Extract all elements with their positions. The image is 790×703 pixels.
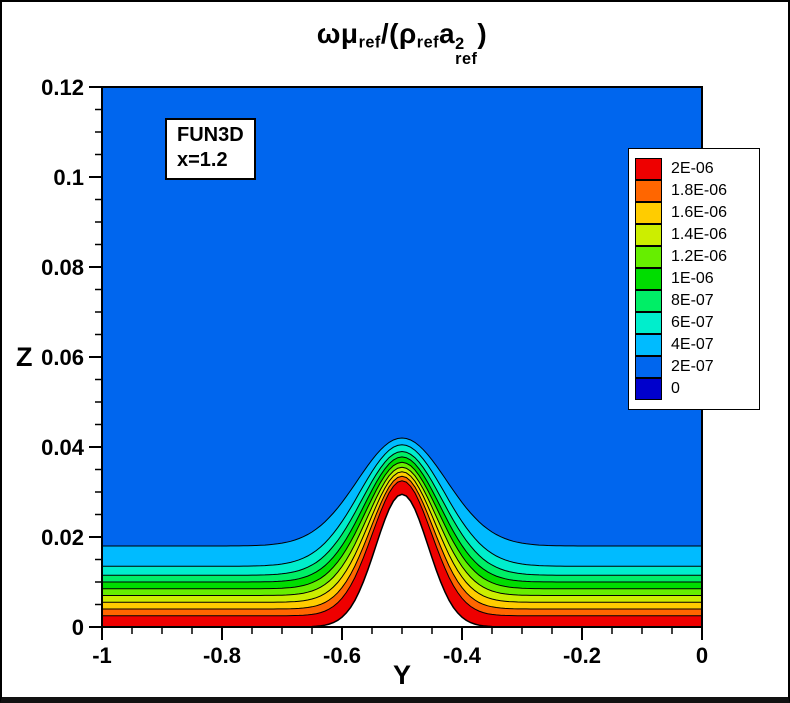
y-tick-label: 0.02 xyxy=(41,525,84,550)
contour-line-1.8E-06 xyxy=(102,475,702,610)
y-tick-label: 0.04 xyxy=(41,435,85,460)
contour-line-1.2E-06 xyxy=(102,461,702,590)
legend-swatch xyxy=(635,245,662,268)
legend-swatch xyxy=(635,333,662,356)
legend-swatch xyxy=(635,289,662,312)
legend-row: 0 xyxy=(635,377,753,400)
y-tick-label: 0.06 xyxy=(41,345,84,370)
contour-field xyxy=(102,87,702,627)
x-tick-label: -0.8 xyxy=(203,643,241,668)
contour-line-1E-06 xyxy=(102,456,702,583)
legend-swatch xyxy=(635,201,662,224)
x-axis-label: Y xyxy=(392,660,411,690)
legend-label: 1.2E-06 xyxy=(671,248,728,265)
title-a: a xyxy=(439,18,456,49)
legend-label: 1E-06 xyxy=(671,270,714,287)
y-tick-label: 0 xyxy=(72,615,84,640)
contour-line-1.6E-06 xyxy=(102,471,702,603)
contour-line-4E-07 xyxy=(102,437,702,547)
legend-swatch xyxy=(635,355,662,378)
legend-row: 2E-07 xyxy=(635,355,753,378)
legend-label: 1.6E-06 xyxy=(671,204,728,221)
contour-line-1.4E-06 xyxy=(102,466,702,596)
legend-row: 1E-06 xyxy=(635,267,753,290)
x-tick-label: -0.6 xyxy=(323,643,361,668)
legend-swatch xyxy=(635,179,662,202)
title-close-paren: ) xyxy=(477,18,488,49)
annotation-code-name: FUN3D xyxy=(177,124,244,146)
legend-label: 8E-07 xyxy=(671,292,714,309)
legend-row: 6E-07 xyxy=(635,311,753,334)
legend-label: 1.4E-06 xyxy=(671,226,728,243)
title-sup-2: 2 xyxy=(455,34,465,53)
y-tick-label: 0.08 xyxy=(41,255,84,280)
bump-outline xyxy=(102,493,702,627)
legend-row: 1.2E-06 xyxy=(635,245,753,268)
legend-label: 0 xyxy=(671,380,680,397)
title-sub-ref-1: ref xyxy=(358,33,381,52)
legend-label: 2E-07 xyxy=(671,358,714,375)
contour-line-2E-06 xyxy=(102,480,702,617)
legend-row: 2E-06 xyxy=(635,157,753,180)
x-tick-label: -0.4 xyxy=(443,643,482,668)
legend-row: 8E-07 xyxy=(635,289,753,312)
legend-label: 6E-07 xyxy=(671,314,714,331)
y-tick-label: 0.12 xyxy=(41,75,84,100)
title-a-ref-squared: 2 ref xyxy=(455,34,478,69)
legend: 2E-06 1.8E-06 1.6E-06 1.4E-06 1.2E-06 1E-06 8E… xyxy=(628,148,760,410)
contour-line-8E-07 xyxy=(102,450,702,576)
legend-swatch xyxy=(635,311,662,334)
legend-label: 1.8E-06 xyxy=(671,182,728,199)
annotation-box: FUN3D x=1.2 xyxy=(165,118,256,180)
title-rho: /(ρ xyxy=(380,18,417,49)
legend-label: 4E-07 xyxy=(671,336,714,353)
title-omega-mu: ωμ xyxy=(316,18,359,49)
contour-line-6E-07 xyxy=(102,444,702,567)
legend-row: 1.6E-06 xyxy=(635,201,753,224)
legend-swatch xyxy=(635,157,662,180)
x-tick-label: -0.2 xyxy=(563,643,601,668)
legend-swatch xyxy=(635,377,662,400)
legend-row: 1.4E-06 xyxy=(635,223,753,246)
bump-surface xyxy=(102,494,702,627)
legend-swatch xyxy=(635,267,662,290)
title-sub-ref-2: ref xyxy=(416,33,440,52)
legend-label: 2E-06 xyxy=(671,160,714,177)
legend-row: 1.8E-06 xyxy=(635,179,753,202)
y-tick-label: 0.1 xyxy=(53,165,84,190)
legend-swatch xyxy=(635,223,662,246)
plot-title: ωμref/(ρrefa 2 ref) xyxy=(102,18,702,68)
y-axis-label: Z xyxy=(16,342,33,372)
title-sub-ref-3: ref xyxy=(455,50,478,69)
annotation-station: x=1.2 xyxy=(177,149,228,171)
legend-row: 4E-07 xyxy=(635,333,753,356)
x-tick-label: 0 xyxy=(696,643,708,668)
x-tick-label: -1 xyxy=(92,643,112,668)
